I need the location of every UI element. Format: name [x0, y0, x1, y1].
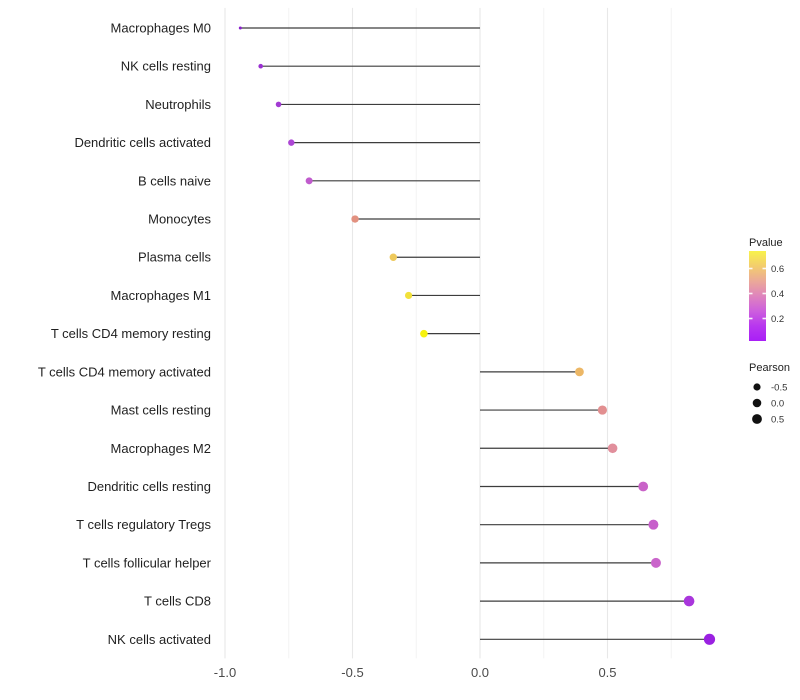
category-label: T cells regulatory Tregs — [76, 517, 211, 532]
legend: Pvalue 0.6 0.4 0.2 Pearson -0.5 0.0 0.5 — [749, 237, 790, 426]
pearson-size-dot — [753, 383, 761, 391]
pearson-size-dot — [752, 398, 762, 408]
pearson-legend-title: Pearson — [749, 362, 790, 374]
colorbar-tick-label: 0.6 — [771, 264, 784, 275]
data-point — [648, 519, 659, 530]
category-label: NK cells resting — [121, 59, 211, 74]
category-label: Macrophages M1 — [111, 288, 211, 303]
category-label: Dendritic cells activated — [74, 135, 211, 150]
category-label: Macrophages M2 — [111, 441, 211, 456]
data-point — [258, 63, 264, 69]
stems-layer — [240, 27, 710, 640]
data-point — [288, 139, 295, 146]
data-point — [305, 177, 313, 185]
x-tick-label: -0.5 — [341, 665, 363, 680]
data-point — [597, 405, 608, 415]
category-label: T cells CD4 memory activated — [38, 364, 211, 379]
pvalue-colorbar — [749, 251, 766, 341]
category-label: Dendritic cells resting — [87, 479, 211, 494]
colorbar-tick-label: 0.4 — [771, 289, 784, 300]
data-point — [420, 329, 428, 338]
category-label: Monocytes — [148, 212, 211, 227]
data-point — [703, 633, 716, 645]
x-axis-labels: -1.0 -0.5 0.0 0.5 — [214, 665, 617, 680]
x-tick-label: 0.0 — [471, 665, 489, 680]
category-label: NK cells activated — [108, 632, 211, 647]
pearson-size-label: -0.5 — [771, 383, 787, 394]
data-point — [650, 557, 661, 568]
data-point — [405, 291, 413, 300]
y-axis-labels: Macrophages M0 NK cells resting Neutrophil… — [38, 21, 212, 647]
data-point — [683, 595, 695, 607]
category-label: B cells naive — [138, 173, 211, 188]
points-layer — [238, 26, 716, 645]
category-label: T cells CD4 memory resting — [51, 326, 211, 341]
data-point — [638, 481, 649, 492]
data-point — [389, 253, 397, 261]
category-label: Plasma cells — [138, 250, 211, 265]
pearson-size-dot — [752, 414, 762, 424]
pvalue-legend-title: Pvalue — [749, 237, 783, 249]
x-tick-label: -1.0 — [214, 665, 236, 680]
data-point — [238, 26, 242, 30]
x-tick-label: 0.5 — [598, 665, 616, 680]
category-label: Neutrophils — [145, 97, 211, 112]
data-point — [607, 443, 618, 454]
data-point — [575, 367, 584, 377]
pearson-size-label: 0.5 — [771, 415, 784, 426]
category-label: T cells follicular helper — [83, 555, 212, 570]
category-label: T cells CD8 — [144, 594, 211, 609]
category-label: Mast cells resting — [111, 403, 211, 418]
data-point — [275, 101, 282, 108]
data-point — [351, 215, 359, 223]
colorbar-tick-label: 0.2 — [771, 314, 784, 325]
category-label: Macrophages M0 — [111, 21, 211, 36]
pearson-size-label: 0.0 — [771, 399, 784, 410]
